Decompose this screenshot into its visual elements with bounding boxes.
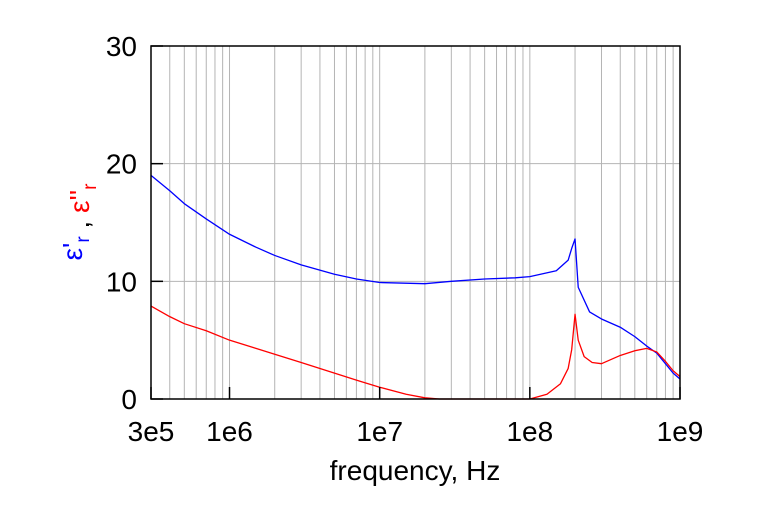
x-tick-label: 3e5	[128, 416, 175, 447]
plot-frame	[150, 45, 681, 400]
y-axis-label-part: '	[57, 243, 88, 248]
y-axis-label-part: ''	[64, 190, 95, 201]
y-axis-label-part: ,	[64, 213, 95, 236]
tick-label-layer: 3e5 1e6 1e7 1e8 1e9 0 10 20 30	[106, 31, 704, 447]
series-line-red	[150, 305, 681, 400]
y-tick-label: 10	[106, 266, 137, 297]
y-axis-label-part: ε	[64, 201, 95, 213]
y-axis-label-part: r	[80, 183, 101, 190]
y-axis-label-part: ε	[57, 248, 88, 260]
y-tick-label: 0	[121, 384, 137, 415]
x-tick-label: 1e7	[356, 416, 403, 447]
series-layer	[150, 174, 681, 400]
y-tick-label: 30	[106, 31, 137, 62]
y-axis-label-part: r	[73, 236, 94, 243]
x-tick-label: 1e8	[506, 416, 553, 447]
tick-layer	[150, 45, 681, 400]
x-tick-label: 1e9	[657, 416, 704, 447]
series-line-blue	[150, 174, 681, 380]
y-tick-label: 20	[106, 149, 137, 180]
y-axis-label: ε'r , ε''r	[57, 183, 101, 261]
x-axis-label: frequency, Hz	[330, 455, 501, 486]
x-tick-label: 1e6	[206, 416, 253, 447]
